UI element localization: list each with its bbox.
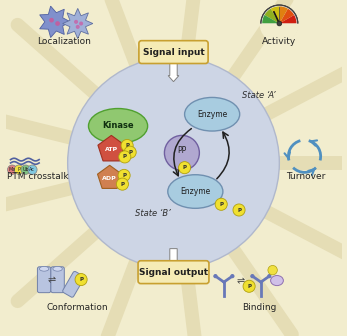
Text: ⇌: ⇌	[48, 276, 56, 286]
Text: P: P	[247, 284, 251, 289]
Text: P: P	[17, 167, 20, 172]
Text: Turnover: Turnover	[287, 172, 326, 181]
Circle shape	[49, 18, 54, 23]
Text: P: P	[122, 173, 126, 178]
Circle shape	[213, 274, 218, 278]
Circle shape	[124, 146, 136, 158]
Circle shape	[79, 22, 83, 26]
Circle shape	[215, 198, 227, 210]
Circle shape	[261, 5, 298, 42]
Text: P: P	[183, 165, 187, 170]
Text: P: P	[123, 155, 127, 159]
Wedge shape	[264, 9, 279, 24]
FancyBboxPatch shape	[63, 271, 84, 297]
Text: Conformation: Conformation	[47, 303, 109, 312]
Polygon shape	[62, 8, 93, 39]
Circle shape	[277, 21, 282, 26]
Wedge shape	[262, 15, 279, 24]
Circle shape	[268, 265, 277, 275]
Text: P: P	[79, 277, 83, 282]
Text: P: P	[219, 202, 223, 207]
Circle shape	[28, 165, 37, 174]
Text: Ac: Ac	[29, 167, 35, 172]
Text: Me: Me	[9, 167, 16, 172]
Circle shape	[14, 165, 24, 174]
FancyBboxPatch shape	[51, 267, 64, 293]
Circle shape	[250, 274, 254, 278]
Text: Enzyme: Enzyme	[197, 110, 227, 119]
Text: Ub: Ub	[22, 167, 29, 172]
Text: Enzyme: Enzyme	[180, 187, 211, 196]
Text: State ‘B’: State ‘B’	[135, 209, 171, 218]
Polygon shape	[98, 135, 125, 161]
Polygon shape	[98, 165, 122, 188]
Text: State ‘A’: State ‘A’	[243, 91, 276, 100]
Text: PTM crosstalk: PTM crosstalk	[7, 172, 68, 181]
Circle shape	[8, 165, 17, 174]
Wedge shape	[260, 24, 299, 43]
Ellipse shape	[185, 97, 240, 131]
Circle shape	[55, 21, 60, 26]
Text: Kinase: Kinase	[102, 122, 134, 130]
Text: ATP: ATP	[105, 147, 118, 152]
Text: Signal input: Signal input	[143, 48, 204, 56]
Circle shape	[243, 280, 255, 292]
Circle shape	[76, 25, 80, 29]
Circle shape	[75, 274, 87, 286]
Text: P: P	[125, 143, 129, 148]
Text: Binding: Binding	[242, 303, 276, 312]
Circle shape	[121, 139, 133, 152]
Circle shape	[74, 20, 78, 24]
Ellipse shape	[40, 266, 49, 271]
Wedge shape	[279, 6, 288, 24]
Circle shape	[179, 162, 191, 174]
Text: PP: PP	[177, 146, 187, 155]
Text: Localization: Localization	[37, 38, 91, 46]
Text: Activity: Activity	[262, 38, 296, 46]
FancyBboxPatch shape	[138, 261, 209, 284]
Circle shape	[267, 274, 271, 278]
Ellipse shape	[88, 109, 147, 143]
Wedge shape	[279, 9, 294, 24]
Ellipse shape	[53, 266, 62, 271]
Ellipse shape	[271, 276, 283, 286]
Wedge shape	[271, 6, 279, 24]
Text: Signal output: Signal output	[139, 268, 208, 277]
Circle shape	[164, 135, 200, 170]
Circle shape	[116, 178, 128, 190]
Text: P: P	[128, 150, 132, 155]
FancyBboxPatch shape	[37, 267, 51, 293]
Polygon shape	[40, 6, 70, 38]
Circle shape	[230, 274, 235, 278]
Text: ADP: ADP	[102, 176, 117, 180]
Wedge shape	[279, 15, 296, 24]
FancyArrow shape	[168, 249, 179, 269]
Text: P: P	[120, 182, 125, 186]
FancyBboxPatch shape	[139, 41, 208, 64]
Circle shape	[233, 204, 245, 216]
Text: P: P	[237, 208, 241, 212]
FancyArrow shape	[168, 61, 179, 82]
Circle shape	[118, 169, 130, 181]
Circle shape	[68, 57, 279, 269]
Circle shape	[21, 165, 31, 174]
Ellipse shape	[168, 175, 223, 208]
Circle shape	[119, 151, 131, 163]
Text: ⇌: ⇌	[237, 277, 245, 287]
